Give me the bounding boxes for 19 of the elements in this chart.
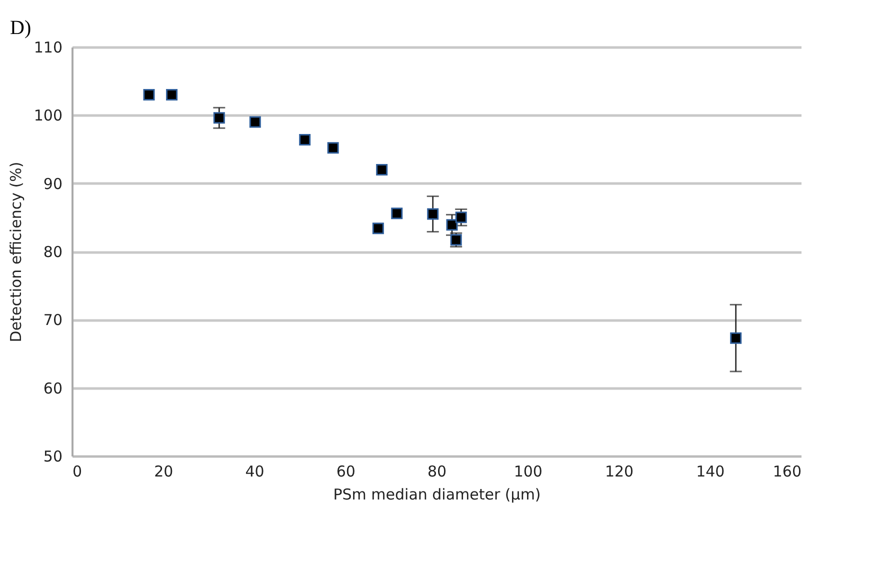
y-tick-label: 60 (43, 379, 62, 398)
x-tick-label: 120 (604, 462, 634, 480)
y-tick-label: 100 (34, 106, 62, 125)
y-tick-label: 70 (43, 311, 62, 330)
x-tick-label: 20 (154, 462, 174, 480)
text: D) (10, 17, 32, 39)
x-tick-label: 140 (696, 462, 725, 480)
y-tick-label: 110 (34, 38, 62, 56)
x-tick-label: 100 (514, 462, 542, 480)
x-tick-label: 160 (772, 462, 802, 480)
x-tick-label: 0 (72, 462, 82, 480)
x-tick-label: 80 (427, 462, 447, 480)
y-tick-label: 90 (43, 174, 62, 193)
y-axis-title: Detection efficiency (%) (6, 162, 25, 342)
y-tick-label: 50 (43, 448, 62, 466)
y-tick-label: 80 (43, 243, 62, 261)
x-tick-label: 40 (245, 462, 264, 480)
x-axis-title: PSm median diameter (µm) (333, 486, 541, 504)
x-tick-label: 60 (336, 462, 356, 480)
